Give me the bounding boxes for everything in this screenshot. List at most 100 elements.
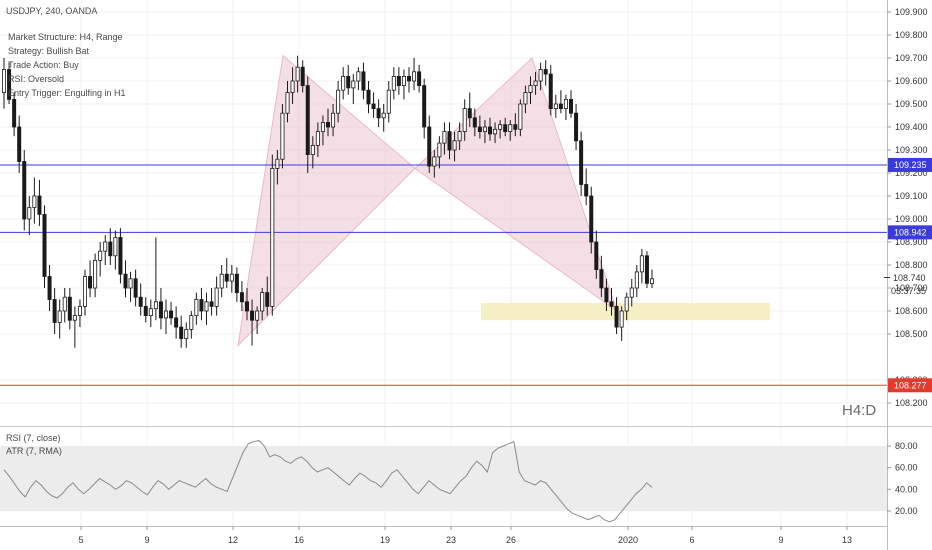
- candle[interactable]: [285, 81, 290, 123]
- candle[interactable]: [538, 62, 543, 91]
- candle[interactable]: [67, 288, 72, 330]
- candle[interactable]: [219, 265, 224, 298]
- candle[interactable]: [523, 85, 528, 114]
- candle[interactable]: [437, 136, 442, 169]
- candle[interactable]: [295, 55, 300, 93]
- candle[interactable]: [406, 67, 411, 93]
- candle[interactable]: [174, 306, 179, 339]
- candle[interactable]: [477, 115, 482, 139]
- candle[interactable]: [88, 260, 93, 298]
- entry-zone-box[interactable]: [481, 302, 770, 321]
- candle[interactable]: [113, 230, 118, 270]
- candle[interactable]: [148, 299, 153, 328]
- candle[interactable]: [371, 92, 376, 118]
- candle[interactable]: [138, 283, 143, 316]
- candle[interactable]: [153, 237, 158, 321]
- candle[interactable]: [569, 90, 574, 118]
- candle[interactable]: [118, 228, 123, 284]
- candle[interactable]: [584, 168, 589, 206]
- candle[interactable]: [260, 288, 265, 321]
- candle[interactable]: [52, 288, 57, 334]
- candle[interactable]: [244, 288, 249, 321]
- candle[interactable]: [62, 288, 67, 323]
- candle[interactable]: [508, 120, 513, 141]
- candle[interactable]: [427, 115, 432, 174]
- candle[interactable]: [543, 60, 548, 86]
- candle[interactable]: [498, 120, 503, 139]
- candle[interactable]: [7, 62, 12, 104]
- candle[interactable]: [57, 299, 62, 339]
- candle[interactable]: [589, 186, 594, 254]
- candle[interactable]: [305, 76, 310, 173]
- candle[interactable]: [123, 260, 128, 298]
- candle[interactable]: [42, 205, 47, 288]
- chart-title[interactable]: USDJPY, 240, OANDA: [6, 6, 97, 16]
- candle[interactable]: [401, 69, 406, 100]
- candle[interactable]: [169, 301, 174, 325]
- candle[interactable]: [467, 92, 472, 128]
- candle[interactable]: [482, 120, 487, 144]
- candle[interactable]: [331, 104, 336, 137]
- candle[interactable]: [224, 258, 229, 288]
- candle[interactable]: [351, 74, 356, 104]
- candle[interactable]: [229, 265, 234, 293]
- candle[interactable]: [12, 92, 17, 137]
- candle[interactable]: [103, 235, 108, 265]
- candle[interactable]: [462, 99, 467, 141]
- candle[interactable]: [209, 288, 214, 316]
- candlestick-series[interactable]: [2, 55, 655, 348]
- candle[interactable]: [2, 58, 7, 109]
- candle[interactable]: [563, 94, 568, 121]
- candle[interactable]: [108, 228, 113, 265]
- candle[interactable]: [310, 136, 315, 169]
- candle[interactable]: [98, 242, 103, 277]
- candle[interactable]: [32, 177, 37, 224]
- candle[interactable]: [83, 269, 88, 316]
- candle[interactable]: [639, 248, 644, 284]
- candle[interactable]: [503, 117, 508, 137]
- candle[interactable]: [361, 62, 366, 100]
- candle[interactable]: [239, 281, 244, 311]
- candle[interactable]: [204, 292, 209, 325]
- candle[interactable]: [37, 179, 42, 226]
- atr-indicator-label[interactable]: ATR (7, RMA): [6, 446, 62, 456]
- candle[interactable]: [189, 311, 194, 339]
- candle[interactable]: [27, 196, 32, 236]
- candle[interactable]: [650, 269, 655, 288]
- candle[interactable]: [336, 81, 341, 123]
- candle[interactable]: [624, 292, 629, 321]
- candle[interactable]: [518, 99, 523, 137]
- candle[interactable]: [214, 276, 219, 316]
- candle[interactable]: [22, 150, 27, 231]
- candle[interactable]: [417, 64, 422, 93]
- candle[interactable]: [432, 150, 437, 178]
- candle[interactable]: [143, 297, 148, 323]
- candle[interactable]: [396, 67, 401, 95]
- candle[interactable]: [376, 99, 381, 127]
- rsi-indicator-label[interactable]: RSI (7, close): [6, 433, 61, 443]
- candle[interactable]: [574, 104, 579, 150]
- candle[interactable]: [381, 104, 386, 132]
- candle[interactable]: [158, 288, 163, 330]
- candle[interactable]: [133, 269, 138, 307]
- candle[interactable]: [265, 276, 270, 316]
- candle[interactable]: [579, 131, 584, 196]
- candle[interactable]: [457, 122, 462, 150]
- candle[interactable]: [77, 299, 82, 328]
- candle[interactable]: [528, 76, 533, 104]
- candle[interactable]: [17, 115, 22, 174]
- candle[interactable]: [487, 117, 492, 141]
- candle[interactable]: [275, 150, 280, 185]
- candle[interactable]: [452, 131, 457, 162]
- time-axis[interactable]: 5 9 12 16 19 23 26 2020 6 9 13: [78, 526, 852, 545]
- candle[interactable]: [128, 271, 133, 302]
- candle[interactable]: [325, 108, 330, 137]
- candle[interactable]: [290, 67, 295, 104]
- candle[interactable]: [341, 67, 346, 100]
- candle[interactable]: [93, 253, 98, 298]
- candle[interactable]: [270, 154, 275, 316]
- candle[interactable]: [163, 299, 168, 335]
- candle[interactable]: [179, 315, 184, 348]
- candle[interactable]: [391, 67, 396, 100]
